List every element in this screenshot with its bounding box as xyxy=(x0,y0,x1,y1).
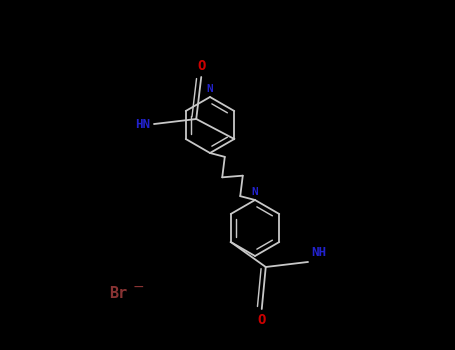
Text: N: N xyxy=(207,84,213,94)
Text: −: − xyxy=(133,280,145,294)
Text: NH: NH xyxy=(311,246,326,259)
Text: N: N xyxy=(252,187,258,197)
Text: Br: Br xyxy=(109,286,127,301)
Text: O: O xyxy=(197,59,206,73)
Text: O: O xyxy=(258,313,266,327)
Text: HN: HN xyxy=(135,118,150,131)
